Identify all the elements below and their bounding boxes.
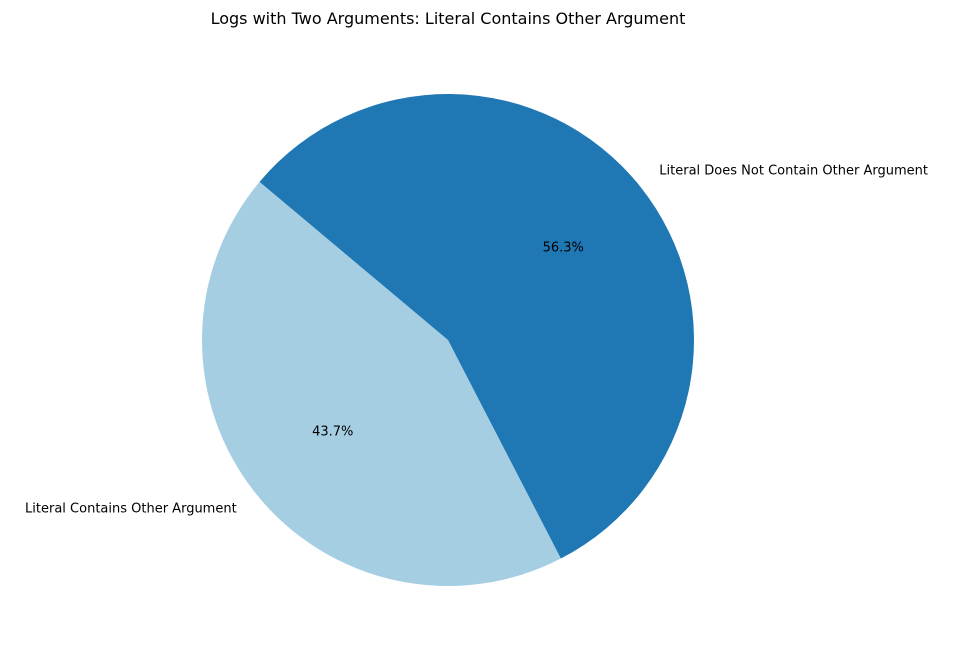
slice-pct-label-1: 56.3% bbox=[543, 240, 584, 255]
pie-labels: Literal Contains Other Argument 43.7% Lite… bbox=[25, 163, 928, 516]
chart-title: Logs with Two Arguments: Literal Contain… bbox=[211, 9, 686, 28]
pie-slices bbox=[202, 93, 695, 586]
slice-pct-label-0: 43.7% bbox=[312, 425, 353, 440]
slice-label-1: Literal Does Not Contain Other Argument bbox=[659, 163, 928, 178]
pie-slice-0 bbox=[202, 181, 561, 586]
slice-label-0: Literal Contains Other Argument bbox=[25, 502, 237, 517]
pie-slice-1 bbox=[259, 93, 695, 559]
